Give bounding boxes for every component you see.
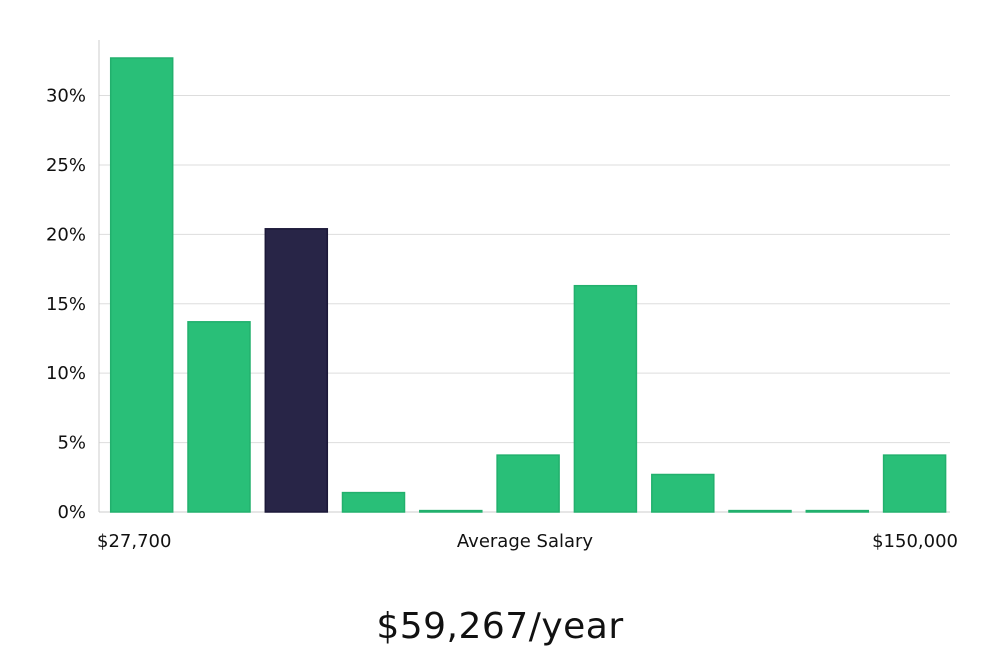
histogram-bar — [728, 509, 792, 513]
x-min-label: $27,700 — [97, 531, 171, 552]
y-tick-label: 25% — [46, 155, 86, 176]
histogram-bar — [805, 509, 870, 513]
histogram-bar-highlighted — [264, 228, 329, 513]
histogram-bar — [496, 454, 560, 513]
y-tick-label: 0% — [57, 502, 86, 523]
histogram-bar — [651, 473, 715, 513]
salary-histogram: 0% 5% 10% 15% 20% 25% 30% $27,700 Average Sala… — [46, 40, 958, 552]
y-tick-label: 15% — [46, 294, 86, 315]
histogram-bar — [882, 454, 947, 513]
y-tick-label: 30% — [46, 86, 86, 107]
histogram-bar — [109, 57, 174, 513]
y-tick-label: 5% — [57, 433, 86, 454]
average-salary-headline: $59,267/year — [376, 606, 624, 647]
histogram-bar — [341, 491, 406, 513]
x-max-label: $150,000 — [872, 531, 958, 552]
histogram-bar — [187, 321, 251, 513]
y-tick-label: 20% — [46, 224, 86, 245]
bars — [109, 57, 947, 513]
x-axis-title: Average Salary — [457, 531, 594, 552]
y-tick-labels: 0% 5% 10% 15% 20% 25% 30% — [46, 86, 86, 523]
histogram-bar — [419, 509, 483, 513]
histogram-bar — [573, 284, 638, 513]
y-tick-label: 10% — [46, 363, 86, 384]
